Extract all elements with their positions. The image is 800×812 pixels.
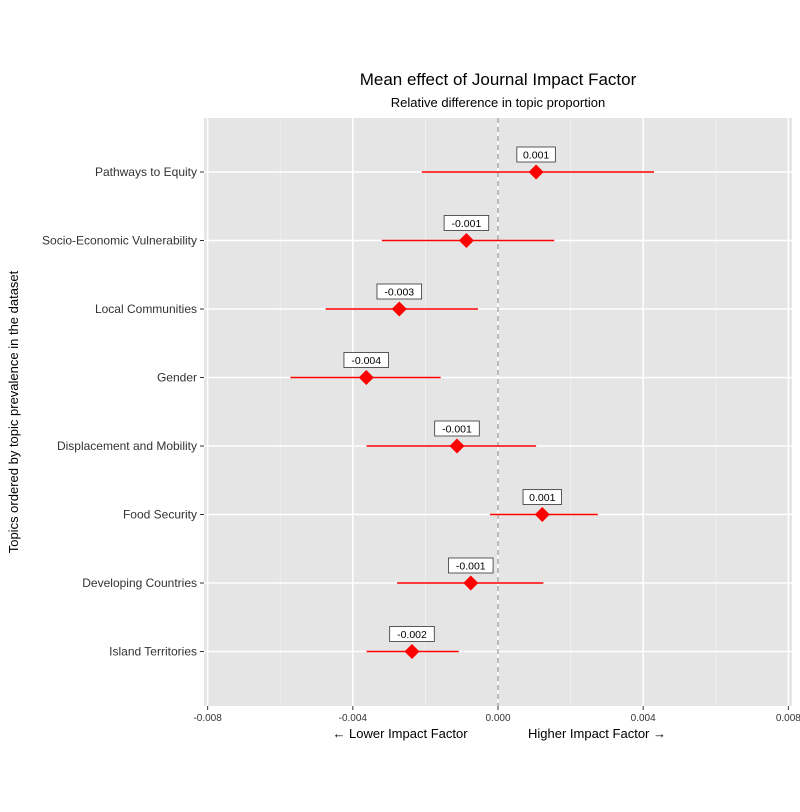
topic-label: Pathways to Equity <box>95 165 197 179</box>
y-axis: Pathways to Equity Socio-Economic Vulnera… <box>42 165 204 659</box>
estimate-marker <box>528 164 544 180</box>
estimate-label-box <box>516 146 556 163</box>
x-tick-label: -0.004 <box>339 713 368 724</box>
x-tick-label: 0.008 <box>776 713 800 724</box>
topic-label: Local Communities <box>95 302 197 316</box>
estimate-label: -0.004 <box>351 355 381 367</box>
estimate-label: 0.001 <box>529 492 555 504</box>
estimate-marker <box>449 438 465 454</box>
topic-label: Gender <box>157 371 197 385</box>
topic-label: Food Security <box>123 508 197 522</box>
x-tick-label: -0.008 <box>193 713 222 724</box>
x-axis: -0.008 -0.004 0.000 0.004 0.008 <box>193 706 800 724</box>
chart-title: Mean effect of Journal Impact Factor <box>360 70 637 89</box>
topic-label: Developing Countries <box>82 576 197 590</box>
estimate-label: -0.001 <box>442 424 472 436</box>
estimate-label-box <box>448 557 494 574</box>
estimate-label: -0.001 <box>456 561 486 573</box>
estimate-label-box <box>343 352 389 368</box>
estimate-label: -0.002 <box>397 629 427 641</box>
x-tick-label: 0.000 <box>485 713 510 724</box>
y-axis-title: Topics ordered by topic prevalence in th… <box>6 270 21 553</box>
chart-subtitle: Relative difference in topic proportion <box>391 95 605 110</box>
estimate-label-box <box>434 420 480 437</box>
estimate-marker <box>404 644 420 659</box>
estimate-labels: 0.001 -0.001 -0.003 -0.004 -0.001 0.001 -0.001… <box>343 146 562 642</box>
x-axis-title-higher: Higher Impact Factor → <box>528 726 666 741</box>
topic-label: Displacement and Mobility <box>57 439 197 453</box>
estimate-label: -0.003 <box>384 287 414 299</box>
estimate-label: -0.001 <box>452 218 482 230</box>
estimate-marker <box>534 507 550 522</box>
estimate-label: 0.001 <box>523 150 549 162</box>
estimate-marker <box>463 575 479 591</box>
estimate-label-box <box>443 215 490 231</box>
estimate-label-box <box>522 489 562 505</box>
topic-label: Island Territories <box>109 645 197 659</box>
estimate-marker <box>391 301 407 317</box>
x-axis-title-lower: ← Lower Impact Factor <box>332 726 468 741</box>
estimate-marker <box>358 370 374 385</box>
estimate-label-box <box>376 283 422 300</box>
estimate-markers <box>358 164 550 659</box>
estimate-marker <box>458 233 474 248</box>
topic-label: Socio-Economic Vulnerability <box>42 234 197 248</box>
estimate-label-box <box>389 626 435 642</box>
x-tick-label: 0.004 <box>631 713 656 724</box>
